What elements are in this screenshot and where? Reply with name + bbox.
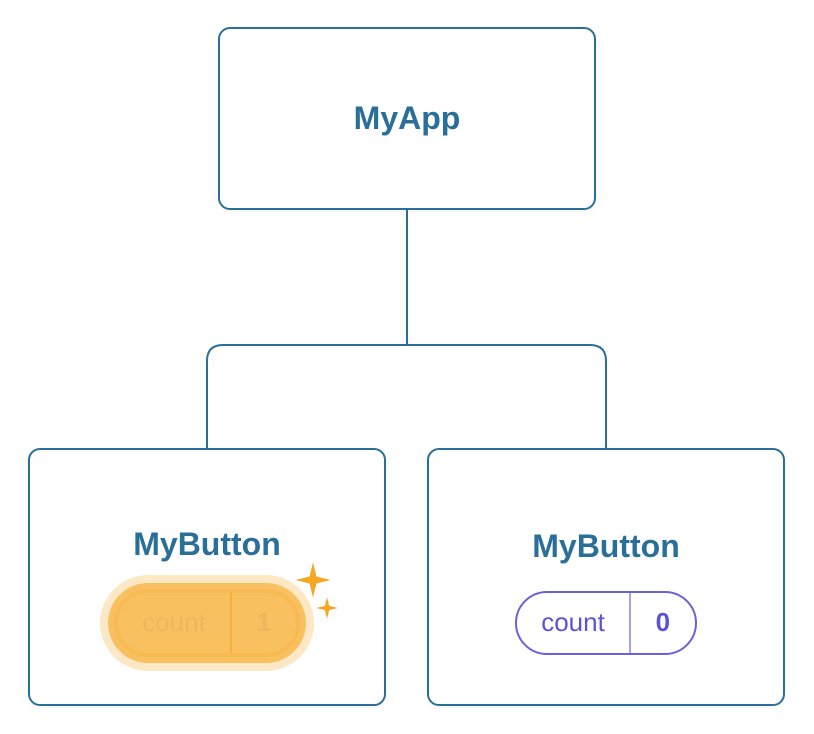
state-value: 1 [232, 593, 296, 653]
node-myapp: MyApp [218, 27, 596, 210]
pill-separator [230, 593, 232, 653]
state-pill: count 0 [515, 591, 697, 655]
node-mybutton-right: MyButton count 0 [427, 448, 785, 706]
state-value: 0 [631, 593, 695, 653]
sparkle-icon [292, 559, 334, 601]
node-myapp-label: MyApp [354, 100, 461, 137]
node-mybutton-left: MyButton count 1 [28, 448, 386, 706]
state-key: count [118, 593, 230, 653]
node-mybutton-left-label: MyButton [133, 526, 281, 563]
diagram-canvas: MyApp MyButton count 1 MyButton coun [0, 0, 814, 734]
sparkle-icon [314, 595, 340, 621]
pill-separator [629, 593, 631, 653]
node-mybutton-right-label: MyButton [532, 528, 680, 565]
state-pill-highlighted: count 1 [114, 589, 300, 657]
state-key: count [517, 593, 629, 653]
